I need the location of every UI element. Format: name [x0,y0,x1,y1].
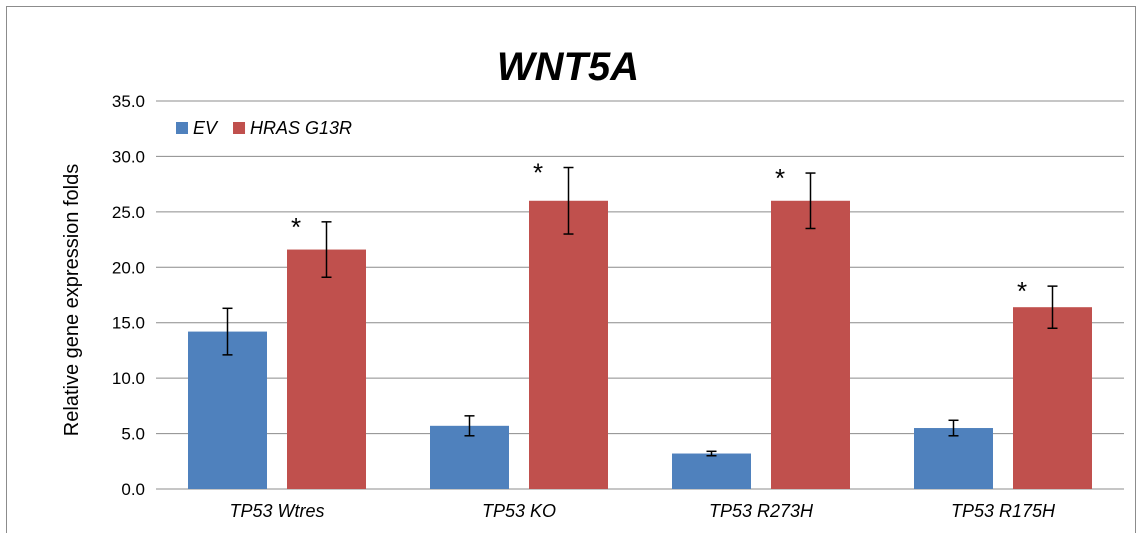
y-tick-labels: 0.0 5.0 10.0 15.0 20.0 25.0 30.0 35.0 [112,92,145,499]
bar-hras-g13r-3 [1013,307,1092,489]
bars [188,200,1092,489]
y-tick-label: 15.0 [112,314,145,333]
legend: EV HRAS G13R [176,118,352,138]
category-label: TP53 KO [482,501,556,521]
legend-label: HRAS G13R [250,118,352,138]
bar-hras-g13r-2 [771,200,850,489]
y-tick-label: 5.0 [121,425,145,444]
y-axis-label: Relative gene expression folds [61,164,83,436]
y-tick-label: 35.0 [112,92,145,111]
category-label: TP53 R175H [951,501,1056,521]
legend-swatch-hras-g13r [233,122,246,134]
category-labels: TP53 Wtres TP53 KO TP53 R273H TP53 R175H [229,501,1056,521]
legend-label: EV [193,118,219,138]
error-bars [222,166,1058,457]
bar-hras-g13r-0 [287,249,366,489]
y-tick-label: 20.0 [112,258,145,277]
category-label: TP53 R273H [709,501,814,521]
bar-ev-3 [914,428,993,489]
y-tick-label: 30.0 [112,147,145,166]
bar-hras-g13r-1 [529,200,608,489]
category-label: TP53 Wtres [229,501,324,521]
bar-ev-0 [188,331,267,489]
y-tick-label: 25.0 [112,203,145,222]
legend-swatch-ev [176,122,188,134]
significance-star: * [775,163,785,193]
y-tick-label: 0.0 [121,480,145,499]
bar-ev-2 [672,453,751,489]
chart-title: WNT5A [497,45,639,89]
y-tick-label: 10.0 [112,369,145,388]
significance-star: * [1017,276,1027,306]
chart-frame [6,6,1136,533]
significance-star: * [291,212,301,242]
significance-star: * [533,158,543,188]
significance-markers: * * * * [291,158,1027,307]
